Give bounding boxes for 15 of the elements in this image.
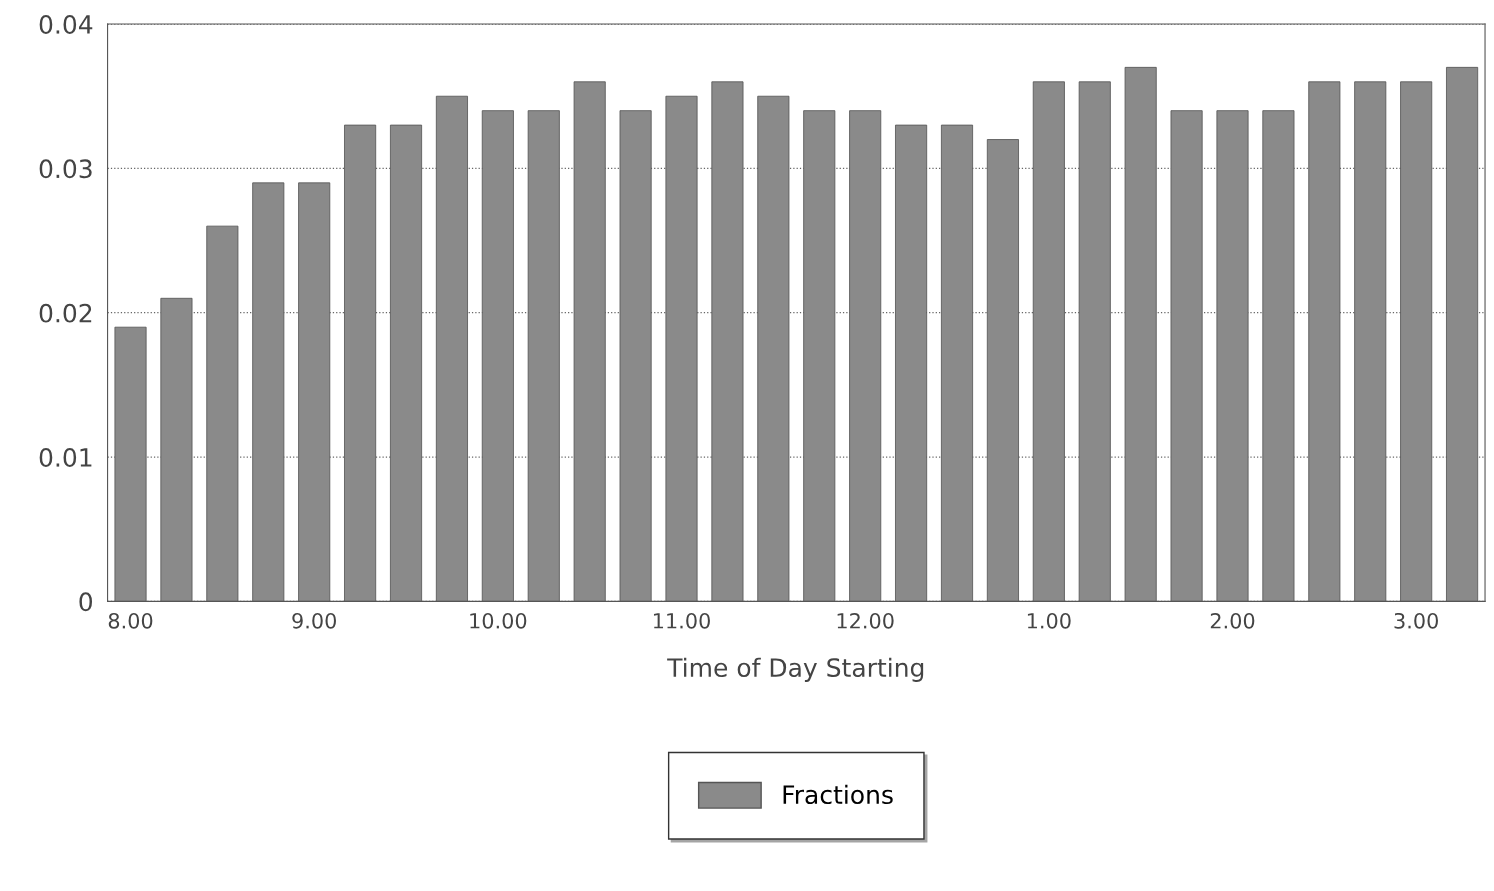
y-tick-label: 0.02 (39, 303, 92, 323)
y-tick-label: 0.01 (39, 448, 92, 467)
y-tick-label: 0.04 (39, 15, 93, 34)
x-tick-label: 2.00 (1210, 612, 1255, 629)
x-tick-label: 11.00 (653, 612, 710, 629)
y-tick-label: 0.03 (39, 159, 92, 179)
legend-label: Fractions (783, 784, 893, 805)
x-tick-label: 3.00 (1394, 612, 1438, 629)
x-axis-title: Time of Day Starting (667, 657, 924, 682)
x-tick-label: 8.00 (108, 612, 153, 629)
y-tick-label: 0 (79, 592, 93, 612)
x-tick-label: 1.00 (1027, 612, 1071, 629)
x-tick-label: 12.00 (837, 612, 894, 629)
x-tick-label: 9.00 (292, 612, 336, 629)
x-tick-label: 10.00 (470, 612, 527, 629)
